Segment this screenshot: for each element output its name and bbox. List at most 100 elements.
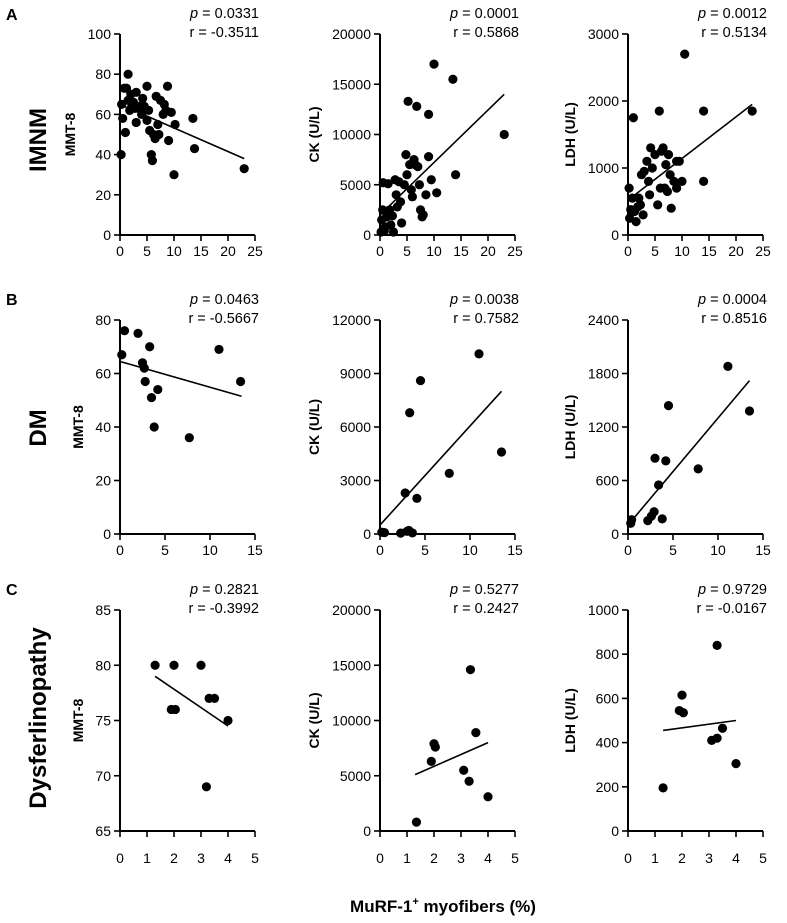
chart-a1-p-symbol: p — [189, 6, 198, 22]
chart-c2-point-5 — [464, 776, 474, 786]
chart-c3-x-tick-label-0: 0 — [624, 850, 632, 866]
chart-a2: 0 5000 10000 15000 20000 0 5 10 15 20 25 CK (U/L) p … — [306, 6, 523, 259]
chart-b3-x-tick-label-2: 10 — [710, 542, 726, 558]
chart-a3-point-23 — [658, 143, 668, 153]
chart-c2-fit-line — [414, 741, 489, 776]
chart-b1-point-6 — [145, 342, 155, 352]
chart-b3-p-text: = 0.0004 — [706, 292, 767, 308]
chart-a3-p-value: p = 0.0012 — [697, 6, 767, 22]
chart-a2-p-symbol: p — [449, 6, 458, 22]
chart-b1-point-0 — [117, 350, 127, 360]
chart-c1: 65 70 75 80 85 0 1 2 3 4 5 MMT-8 p = 0.2821 r = -0.39… — [70, 582, 259, 866]
chart-b2-point-6 — [405, 408, 415, 418]
chart-c2-y-tick-label-4: 20000 — [332, 602, 371, 618]
chart-b3-point-9 — [663, 401, 674, 411]
chart-a3-point-0 — [624, 183, 634, 193]
chart-a2-point-11 — [388, 227, 399, 237]
x-axis-title-main: MuRF-1 — [350, 897, 412, 916]
chart-a1-y-tick-label-4: 80 — [95, 66, 111, 82]
chart-a1-p-text: = 0.0331 — [198, 6, 259, 22]
chart-b3-point-7 — [657, 514, 667, 524]
chart-c3-x-tick-label-3: 3 — [705, 850, 713, 866]
chart-a2-point-23 — [406, 185, 416, 195]
chart-a1-y-tick-label-3: 60 — [95, 106, 111, 122]
chart-a3: 0 1000 2000 3000 0 5 10 15 20 25 LDH (U/L) p = 0.00… — [562, 6, 771, 259]
chart-a2-point-17 — [397, 218, 407, 228]
chart-a1-point-28 — [153, 119, 163, 130]
chart-a2-point-7 — [383, 179, 393, 189]
chart-b3-x-tick-label-0: 0 — [624, 542, 632, 558]
chart-b3-point-6 — [654, 480, 664, 490]
chart-c1-y-label: MMT-8 — [70, 699, 86, 743]
chart-b2-p-value: p = 0.0038 — [449, 292, 519, 308]
chart-c1-fit-line — [154, 675, 229, 727]
chart-a2-p-value: p = 0.0001 — [449, 6, 519, 22]
chart-a2-point-9 — [386, 220, 396, 230]
chart-a3-point-29 — [666, 203, 676, 213]
chart-b1-point-7 — [146, 392, 157, 403]
chart-b1-point-12 — [236, 376, 246, 387]
chart-c1-p-symbol: p — [189, 582, 198, 598]
chart-c3-x-tick-label-4: 4 — [732, 850, 740, 866]
chart-a1-x-tick-label-1: 5 — [143, 243, 151, 259]
chart-b2-y-tick-label-0: 0 — [363, 526, 371, 542]
chart-a1-y-tick-label-0: 0 — [103, 227, 111, 243]
chart-b3-point-12 — [744, 406, 755, 416]
chart-c2-point-6 — [465, 665, 476, 675]
chart-b2-y-label: CK (U/L) — [306, 399, 322, 455]
panel-letters: A B C — [6, 7, 18, 599]
chart-c2-x-tick-label-2: 2 — [430, 850, 438, 866]
chart-c1-point-2 — [169, 660, 179, 670]
chart-a3-y-label: LDH (U/L) — [562, 102, 578, 167]
chart-b3-point-10 — [693, 464, 703, 474]
chart-b3-y-tick-label-3: 1800 — [588, 366, 619, 382]
chart-c1-point-0 — [150, 660, 160, 670]
chart-a3-point-34 — [677, 176, 687, 186]
chart-c2-x-tick-label-0: 0 — [376, 850, 384, 866]
chart-c1-x-tick-label-3: 3 — [197, 850, 205, 866]
chart-a1-point-6 — [123, 69, 133, 79]
chart-a3-point-25 — [661, 160, 671, 170]
chart-b3-p-symbol: p — [697, 292, 706, 308]
chart-c3-x-tick-label-2: 2 — [678, 850, 686, 866]
row-label-imnm: IMNM — [25, 108, 52, 172]
chart-a1-point-36 — [166, 107, 176, 117]
chart-c1-y-tick-label-3: 80 — [95, 657, 111, 673]
chart-c1-p-value: p = 0.2821 — [189, 582, 259, 598]
chart-a2-point-16 — [395, 197, 406, 207]
chart-a1-p-value: p = 0.0331 — [189, 6, 259, 22]
chart-a1-point-39 — [188, 113, 198, 124]
chart-b3-y-tick-label-0: 0 — [611, 526, 619, 542]
chart-a1-point-37 — [169, 170, 179, 180]
chart-c1-x-tick-label-1: 1 — [143, 850, 151, 866]
panel-letter-b: B — [6, 292, 18, 309]
chart-a1-point-0 — [116, 150, 126, 160]
chart-a1-point-4 — [120, 127, 130, 138]
chart-a3-p-text: = 0.0012 — [706, 6, 767, 22]
chart-b1-y-tick-label-2: 40 — [95, 419, 111, 435]
chart-b1-p-value: p = 0.0463 — [189, 292, 259, 308]
chart-b3-point-1 — [627, 515, 637, 525]
chart-a2-x-tick-label-2: 10 — [426, 243, 442, 259]
chart-b3-y-tick-label-2: 1200 — [588, 419, 619, 435]
chart-a1-point-29 — [154, 129, 164, 140]
x-axis-title-sup: + — [412, 896, 418, 908]
chart-a1-point-20 — [142, 115, 152, 126]
chart-c1-r-value: r = -0.3992 — [188, 601, 259, 617]
chart-a2-point-28 — [413, 162, 423, 172]
chart-b3-point-11 — [723, 361, 733, 371]
chart-c3-y-tick-label-4: 800 — [596, 646, 620, 662]
chart-c1-point-5 — [201, 782, 211, 792]
chart-b1-y-tick-label-4: 80 — [95, 312, 111, 328]
chart-c2-p-symbol: p — [449, 582, 458, 598]
chart-a3-y-tick-label-2: 2000 — [588, 93, 619, 109]
chart-a2-y-tick-label-0: 0 — [363, 227, 371, 243]
chart-b1-point-2 — [133, 328, 143, 338]
chart-a3-x-tick-label-3: 15 — [701, 243, 717, 259]
chart-a1-x-tick-label-4: 20 — [220, 243, 236, 259]
chart-a3-point-20 — [654, 106, 664, 116]
chart-a3-point-37 — [699, 176, 709, 186]
chart-c3-point-2 — [677, 690, 687, 700]
chart-a1-point-2 — [118, 113, 128, 124]
chart-a3-point-3 — [627, 193, 637, 203]
